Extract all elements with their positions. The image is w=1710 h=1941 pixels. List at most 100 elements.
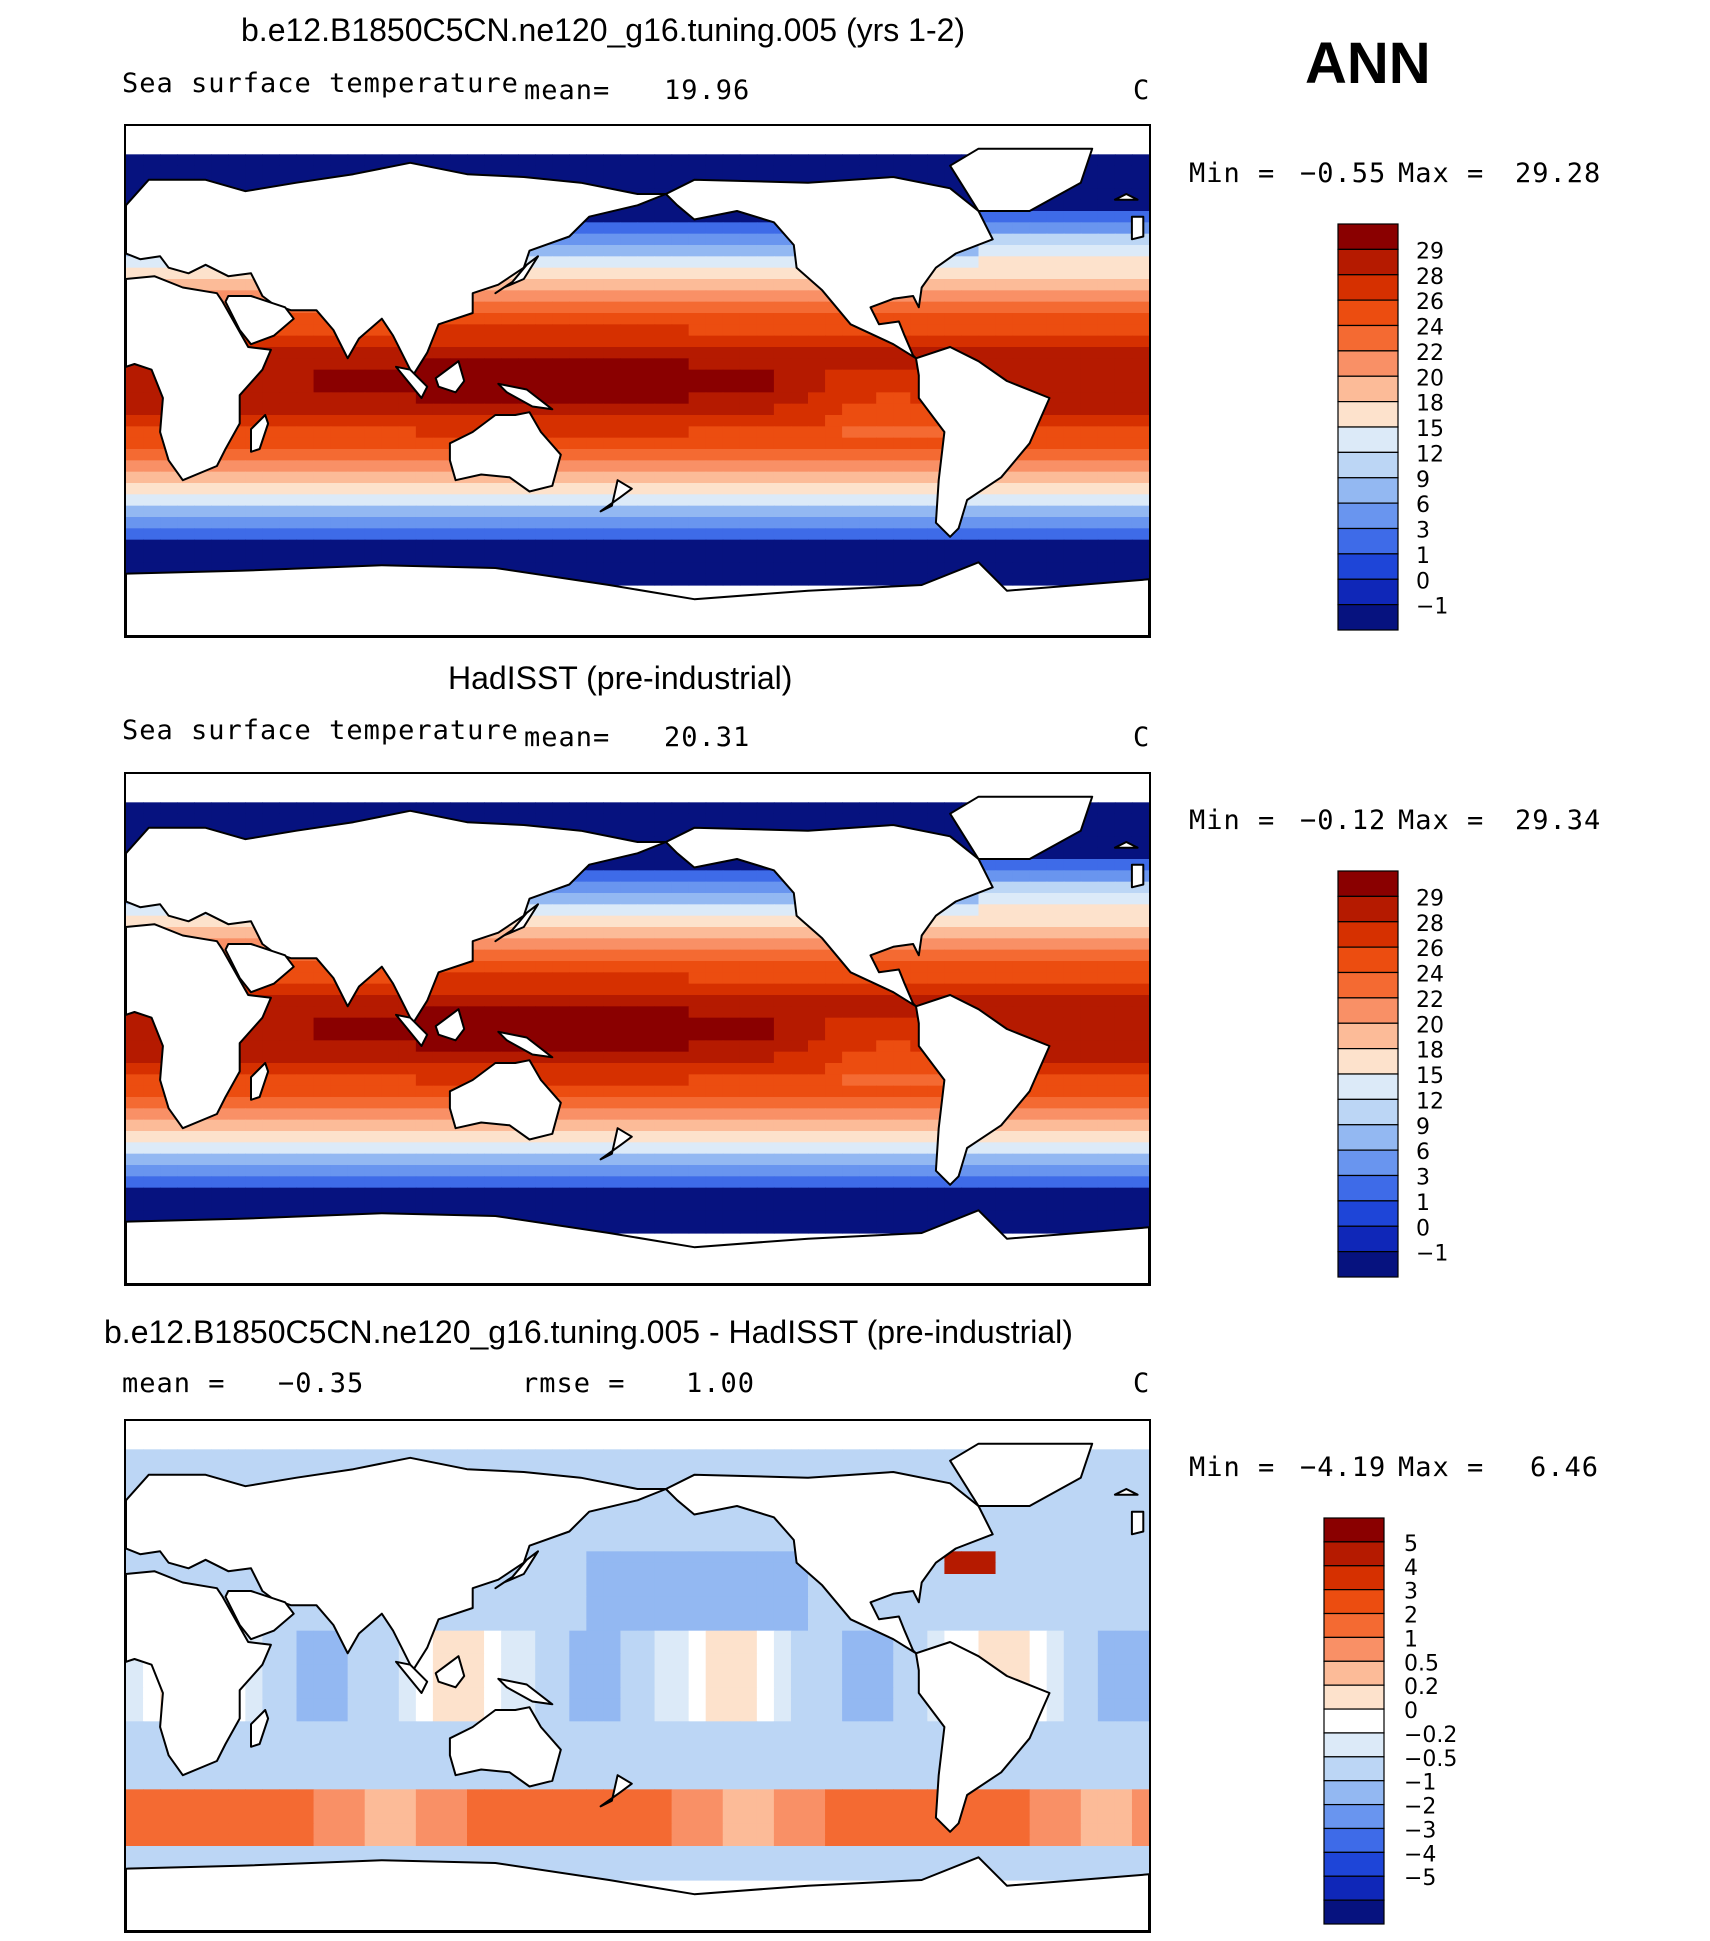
- ocean-cell: [1080, 301, 1099, 314]
- ocean-cell: [1131, 392, 1149, 405]
- ocean-cell: [739, 1108, 758, 1121]
- ocean-cell: [876, 1165, 894, 1177]
- ocean-cell: [279, 1131, 298, 1143]
- ocean-cell: [739, 415, 758, 427]
- ocean-cell: [194, 802, 212, 815]
- ocean-cell: [415, 802, 434, 815]
- ocean-cell: [620, 471, 639, 484]
- ocean-cell: [1080, 483, 1099, 495]
- ocean-cell: [449, 1063, 468, 1075]
- ocean-cell: [842, 1097, 860, 1109]
- ocean-cell: [313, 983, 332, 996]
- ocean-cell: [415, 369, 434, 382]
- ocean-cell: [518, 1449, 536, 1462]
- ocean-cell: [160, 1460, 178, 1473]
- ocean-cell: [449, 335, 468, 348]
- ocean-cell: [944, 904, 963, 917]
- ocean-cell: [825, 1165, 843, 1177]
- ocean-cell: [1131, 245, 1149, 257]
- ocean-cell: [518, 1187, 536, 1200]
- ocean-cell: [449, 313, 468, 325]
- ocean-cell: [1029, 859, 1048, 871]
- ocean-cell: [1012, 881, 1031, 894]
- ocean-cell: [825, 1176, 843, 1189]
- ocean-cell: [143, 802, 161, 815]
- ocean-cell: [739, 938, 758, 951]
- ocean-cell: [1131, 983, 1149, 996]
- ocean-cell: [552, 1460, 570, 1473]
- ocean-cell: [228, 517, 246, 529]
- ocean-cell: [1080, 494, 1099, 507]
- ocean-cell: [569, 1119, 587, 1132]
- ocean-cell: [944, 154, 963, 167]
- ocean-cell: [671, 1176, 690, 1189]
- ocean-cell: [637, 1187, 656, 1200]
- ocean-cell: [364, 1449, 383, 1462]
- ocean-cell: [415, 154, 434, 167]
- ocean-cell: [859, 995, 877, 1007]
- ocean-cell: [1063, 1210, 1082, 1223]
- ocean-cell: [228, 1199, 246, 1211]
- ocean-cell: [654, 1460, 673, 1473]
- ocean-cell: [620, 494, 639, 507]
- ocean-cell: [1080, 177, 1099, 189]
- ocean-cell: [415, 1006, 434, 1019]
- ocean-cell: [160, 1449, 178, 1462]
- ocean-cell: [654, 802, 673, 815]
- ocean-cell: [739, 859, 758, 871]
- ocean-cell: [484, 539, 502, 552]
- ocean-cell: [1063, 301, 1082, 314]
- ocean-cell: [535, 403, 553, 416]
- ocean-cell: [995, 859, 1014, 871]
- ocean-cell: [245, 392, 263, 405]
- ocean-cell: [569, 256, 587, 269]
- ocean-cell: [859, 551, 877, 563]
- ocean-cell: [773, 938, 792, 951]
- ocean-cell: [995, 938, 1014, 951]
- ocean-cell: [688, 437, 707, 450]
- ocean-cell: [688, 881, 707, 894]
- ocean-cell: [688, 1097, 707, 1109]
- ocean-cell: [262, 539, 281, 552]
- ocean-cell: [876, 415, 894, 427]
- ocean-cell: [808, 539, 826, 552]
- ocean-cell: [381, 1153, 400, 1166]
- ocean-cell: [296, 165, 315, 178]
- ocean-cell: [671, 437, 690, 450]
- ocean-cell: [1046, 483, 1065, 495]
- ocean-cell: [790, 517, 809, 529]
- ocean-cell: [603, 517, 622, 529]
- ocean-cell: [1114, 1494, 1133, 1507]
- ocean-cell: [501, 1040, 519, 1053]
- colorbar-tick-label: 29: [1416, 239, 1444, 264]
- ocean-cell: [552, 165, 570, 178]
- ocean-cell: [1080, 369, 1099, 382]
- ocean-cell: [654, 1131, 673, 1143]
- ocean-cell: [790, 1051, 809, 1064]
- ocean-cell: [1063, 358, 1082, 371]
- ocean-cell: [381, 1006, 400, 1019]
- ocean-cell: [586, 301, 604, 314]
- ocean-cell: [688, 1187, 707, 1200]
- ocean-cell: [313, 528, 332, 541]
- ocean-cell: [569, 335, 587, 348]
- ocean-cell: [143, 1017, 161, 1030]
- ocean-cell: [467, 1063, 485, 1075]
- ocean-cell: [518, 983, 536, 996]
- ocean-cell: [1046, 324, 1065, 337]
- ocean-cell: [569, 938, 587, 951]
- ocean-cell: [296, 1142, 315, 1155]
- ocean-cell: [432, 460, 451, 473]
- ocean-cell: [398, 483, 417, 495]
- ocean-cell: [501, 1199, 519, 1211]
- ocean-cell: [842, 1040, 860, 1053]
- ocean-cell: [603, 904, 622, 917]
- ocean-cell: [773, 1460, 792, 1473]
- ocean-cell: [449, 1040, 468, 1053]
- ocean-cell: [1131, 403, 1149, 416]
- ocean-cell: [1012, 335, 1031, 348]
- ocean-cell: [654, 1176, 673, 1189]
- ocean-cell: [756, 505, 775, 518]
- ocean-cell: [160, 915, 178, 928]
- colorbar-tick-label: 18: [1416, 392, 1444, 417]
